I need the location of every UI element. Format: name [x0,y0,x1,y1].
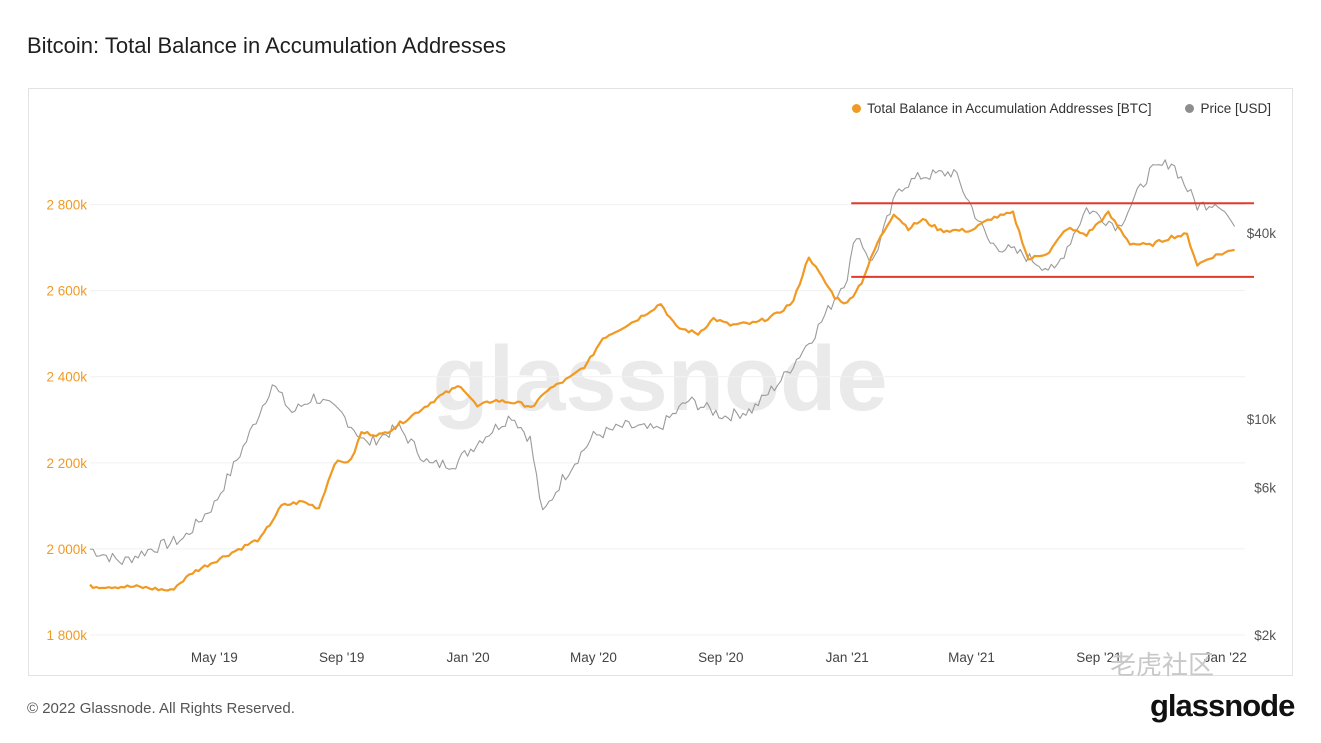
footer-copyright: © 2022 Glassnode. All Rights Reserved. [27,700,295,717]
legend-item-price[interactable]: Price [USD] [1185,101,1271,116]
legend-label-price: Price [USD] [1200,101,1271,116]
legend-label-accumulation: Total Balance in Accumulation Addresses … [867,101,1152,116]
legend-item-accumulation[interactable]: Total Balance in Accumulation Addresses … [852,101,1151,116]
footer-brand-logo: glassnode [1150,688,1295,723]
chart-legend: Total Balance in Accumulation Addresses … [852,101,1271,116]
overlay-watermark: 老虎社区 [1110,650,1215,680]
legend-dot-accumulation [852,104,862,113]
chart-panel [28,88,1293,676]
legend-dot-price [1185,104,1195,113]
chart-title: Bitcoin: Total Balance in Accumulation A… [27,33,506,58]
